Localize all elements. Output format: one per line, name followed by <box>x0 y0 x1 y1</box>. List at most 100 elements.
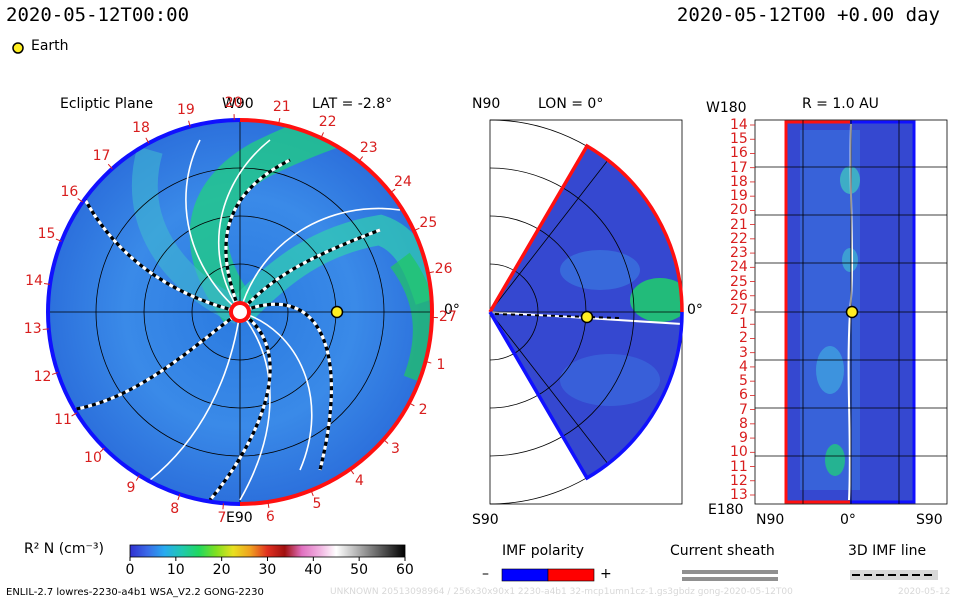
colorbar-tick-label: 50 <box>350 562 368 578</box>
carrington-tick <box>188 120 191 127</box>
current-sheath-spirals <box>69 158 381 502</box>
run-watermark-date: 2020-05-12 <box>898 587 951 597</box>
carrington-tick-label: 8 <box>170 500 180 517</box>
colorbar-tick-label: 40 <box>304 562 323 578</box>
radial-y-label: 25 <box>730 273 748 290</box>
radial-y-label: 27 <box>730 302 748 318</box>
carrington-tick-label: 1 <box>436 356 446 373</box>
carrington-tick-label: 17 <box>92 147 111 164</box>
meridional-polarity-positive <box>488 143 684 313</box>
carrington-tick-label: 19 <box>176 102 195 119</box>
carrington-tick-label: 4 <box>354 473 364 490</box>
ecliptic-right-label: 0° <box>444 302 460 318</box>
carrington-tick <box>145 137 150 144</box>
colorbar-tick-label: 0 <box>125 562 135 578</box>
ecliptic-bottom-label: E90 <box>226 510 253 526</box>
meridional-polarity-negative <box>488 311 684 481</box>
imf-line-swatch <box>850 570 938 580</box>
carrington-tick-label: 27 <box>438 308 457 325</box>
radial-y-label: 16 <box>730 145 748 162</box>
meridional-bottom-label: S90 <box>472 512 499 528</box>
radial-y-label: 17 <box>730 159 748 176</box>
carrington-tick-label: 2 <box>418 401 428 418</box>
radial-y-label: 11 <box>730 458 748 475</box>
carrington-tick <box>42 328 49 330</box>
carrington-tick-label: 7 <box>217 510 227 527</box>
carrington-tick <box>51 372 58 375</box>
meridional-right-label: 0° <box>687 302 703 318</box>
carrington-tick <box>99 447 105 453</box>
colorbar-ticks <box>129 557 406 561</box>
radial-y-label: 9 <box>739 430 748 447</box>
carrington-tick-label: 16 <box>60 183 79 200</box>
polarity-arc-negative <box>46 118 241 506</box>
radial-y-label: 19 <box>730 188 748 205</box>
carrington-tick-label: 5 <box>312 496 322 513</box>
imf-line-title: 3D IMF line <box>848 543 927 559</box>
imf-plus-label: + <box>600 566 612 582</box>
radial-y-label: 22 <box>730 230 748 247</box>
ecliptic-lat-label: LAT = -2.8° <box>312 96 393 112</box>
radial-y-label: 5 <box>739 373 748 390</box>
radial-y-label: 24 <box>730 259 748 276</box>
carrington-tick <box>425 361 432 364</box>
radial-y-label: 1 <box>739 316 748 333</box>
radial-y-label: 15 <box>730 131 748 148</box>
carrington-tick <box>222 503 224 510</box>
imf-negative-swatch <box>501 568 549 582</box>
carrington-tick <box>390 188 396 194</box>
carrington-tick-label: 21 <box>272 99 291 116</box>
carrington-tick-label: 3 <box>391 441 400 458</box>
carrington-tick <box>177 494 181 501</box>
carrington-tick <box>427 271 434 274</box>
carrington-tick-label: 22 <box>318 114 337 131</box>
imf-minus-label: – <box>482 566 489 582</box>
run-watermark: UNKNOWN 20513098964 / 256x30x90x1 2230-a… <box>330 587 793 597</box>
carrington-tick <box>267 501 270 508</box>
carrington-tick <box>77 198 83 203</box>
earth-legend-label: Earth <box>31 38 69 54</box>
carrington-tick <box>71 412 77 417</box>
ecliptic-title: Ecliptic Plane <box>60 96 154 112</box>
colorbar-tick-label: 60 <box>396 562 414 578</box>
radial-y-label: 4 <box>739 358 748 375</box>
carrington-tick-label: 20 <box>224 95 243 112</box>
carrington-tick <box>278 117 281 125</box>
earth-marker-radial <box>845 305 859 319</box>
radial-y-label: 18 <box>730 173 748 190</box>
radial-y-label: 14 <box>730 117 748 133</box>
colorbar-label: R² N (cm⁻³) <box>24 541 104 557</box>
carrington-tick-label: 13 <box>23 321 42 338</box>
current-sheath-title: Current sheath <box>670 543 775 559</box>
carrington-tick-label: 24 <box>394 173 412 190</box>
radial-y-label: 26 <box>730 287 748 304</box>
radial-y-label: 21 <box>730 216 748 233</box>
earth-legend-marker <box>12 42 24 54</box>
carrington-tick-label: 10 <box>84 450 102 467</box>
carrington-tick-label: 15 <box>37 226 56 243</box>
carrington-tick <box>413 227 420 232</box>
carrington-tick-label: 18 <box>132 120 150 136</box>
field-lines <box>149 139 401 501</box>
carrington-tick <box>107 163 113 170</box>
radial-y-label: 8 <box>739 415 748 432</box>
ecliptic-panel <box>42 114 438 510</box>
carrington-tick-label: 6 <box>265 508 275 525</box>
carrington-tick <box>358 156 364 162</box>
radial-x-label-0: 0° <box>840 512 856 528</box>
radial-y-label: 13 <box>730 487 748 503</box>
timestamp-right: 2020-05-12T00 +0.00 day <box>676 4 940 26</box>
current-sheath-swatch <box>682 570 778 581</box>
meridional-lon-label: LON = 0° <box>538 96 604 112</box>
radial-y-label: 2 <box>739 330 748 347</box>
radial-panel <box>750 119 948 505</box>
carrington-tick <box>135 475 140 481</box>
earth-marker-meridional <box>580 310 594 324</box>
carrington-tick <box>320 132 324 139</box>
radial-bottom-left-label: E180 <box>708 502 744 518</box>
ecliptic-top-label: W90 <box>222 96 254 112</box>
radial-y-label: 20 <box>730 202 748 219</box>
carrington-tick-label: 14 <box>25 273 43 290</box>
meridional-field-line <box>494 313 621 319</box>
